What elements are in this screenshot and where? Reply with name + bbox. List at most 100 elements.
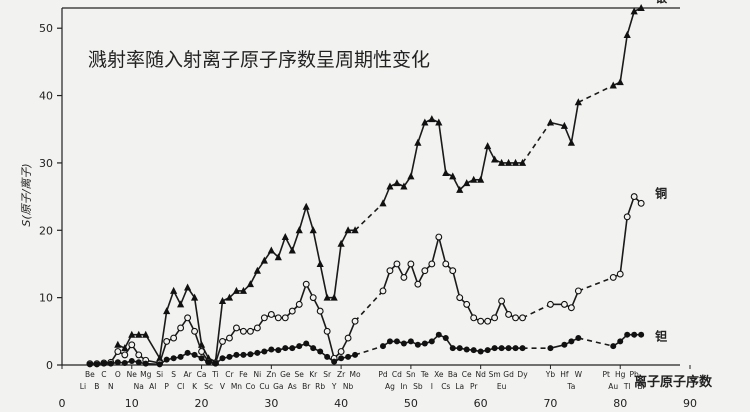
element-label-Ba: Ba: [448, 370, 458, 379]
data-point: [379, 287, 387, 295]
element-label-Pb: Pb: [630, 370, 640, 379]
data-point: [386, 182, 394, 190]
element-label-Ti: Ti: [211, 370, 218, 379]
element-label-Br: Br: [302, 382, 311, 391]
data-point: [610, 343, 617, 350]
element-label-Ga: Ga: [273, 382, 283, 391]
data-point: [170, 286, 178, 294]
element-label-Dy: Dy: [517, 370, 528, 379]
data-point: [260, 256, 268, 264]
series-line-segment: [578, 276, 614, 292]
data-point: [316, 307, 324, 315]
element-label-Y: Y: [331, 382, 337, 391]
data-point: [512, 314, 520, 322]
data-point: [344, 334, 352, 342]
data-point: [239, 286, 248, 294]
x-tick-label: 0: [59, 397, 66, 410]
data-point: [309, 226, 317, 234]
series-line-segment: [305, 206, 314, 231]
data-point: [177, 300, 185, 308]
data-point: [477, 317, 485, 325]
element-label-As: As: [288, 382, 297, 391]
element-label-Li: Li: [80, 382, 86, 391]
series-label-2: 钽: [655, 329, 667, 344]
data-point: [442, 260, 450, 268]
data-point: [484, 317, 492, 325]
data-point: [393, 179, 401, 187]
element-label-Bi: Bi: [638, 382, 645, 391]
data-point: [456, 185, 464, 193]
data-point: [477, 175, 485, 183]
element-label-Ar: Ar: [183, 370, 192, 379]
series-line-segment: [312, 230, 321, 265]
data-point: [114, 348, 122, 355]
series-line-segment: [333, 243, 342, 298]
series-line-segment: [626, 196, 635, 218]
data-point: [309, 294, 317, 302]
data-point: [637, 199, 645, 207]
data-point: [561, 341, 568, 348]
series-line-segment: [479, 145, 489, 180]
element-label-S: S: [171, 370, 176, 379]
data-point: [449, 172, 457, 180]
element-label-Ca: Ca: [197, 370, 207, 379]
element-label-Au: Au: [608, 382, 618, 391]
data-point: [225, 293, 234, 301]
series-line-segment: [193, 331, 203, 352]
data-point: [470, 314, 478, 322]
data-point: [414, 280, 422, 288]
data-point: [400, 273, 408, 281]
x-tick-label: 90: [683, 397, 697, 410]
data-point: [281, 314, 289, 322]
x-tick-label: 20: [195, 397, 209, 410]
data-point: [567, 304, 575, 312]
series-line-segment: [158, 310, 168, 359]
data-point: [337, 348, 345, 355]
data-point: [128, 341, 136, 349]
data-point: [240, 351, 247, 358]
series-line-segment: [619, 34, 628, 83]
data-point: [393, 260, 401, 268]
data-point: [560, 300, 568, 308]
data-point: [379, 199, 387, 207]
data-point: [491, 345, 498, 352]
data-series: 银铜钽: [86, 0, 668, 368]
data-point: [491, 155, 499, 163]
data-point: [219, 337, 226, 345]
element-label-N: N: [108, 382, 114, 391]
element-label-Rb: Rb: [315, 382, 325, 391]
data-point: [456, 345, 463, 352]
data-point: [190, 293, 199, 301]
element-label-Hg: Hg: [615, 370, 626, 379]
data-point: [288, 246, 296, 254]
data-point: [449, 345, 456, 352]
data-point: [609, 81, 617, 89]
data-point: [198, 348, 206, 355]
series-line-segment: [619, 216, 628, 275]
x-axis-label: 离子原子序数: [634, 374, 713, 390]
element-label-Pt: Pt: [603, 370, 611, 379]
element-label-Sn: Sn: [406, 370, 416, 379]
element-label-Cu: Cu: [259, 382, 269, 391]
data-point: [519, 314, 526, 322]
data-point: [470, 347, 477, 354]
data-point: [575, 335, 582, 342]
series-line-segment: [578, 337, 614, 347]
data-point: [637, 4, 645, 11]
data-point: [268, 346, 275, 353]
element-label-Cd: Cd: [392, 370, 402, 379]
data-point: [177, 324, 185, 332]
data-point: [163, 337, 171, 345]
series-line-segment: [298, 206, 307, 231]
data-point: [331, 358, 338, 365]
series-line-segment: [158, 341, 168, 364]
data-point: [400, 182, 408, 190]
data-point: [170, 334, 178, 342]
data-point: [386, 338, 393, 345]
element-label-Nb: Nb: [343, 382, 354, 391]
data-point: [435, 118, 443, 126]
series-2: 钽: [86, 329, 667, 368]
data-point: [282, 345, 289, 352]
series-line-segment: [277, 236, 287, 258]
series-line-segment: [298, 283, 307, 305]
